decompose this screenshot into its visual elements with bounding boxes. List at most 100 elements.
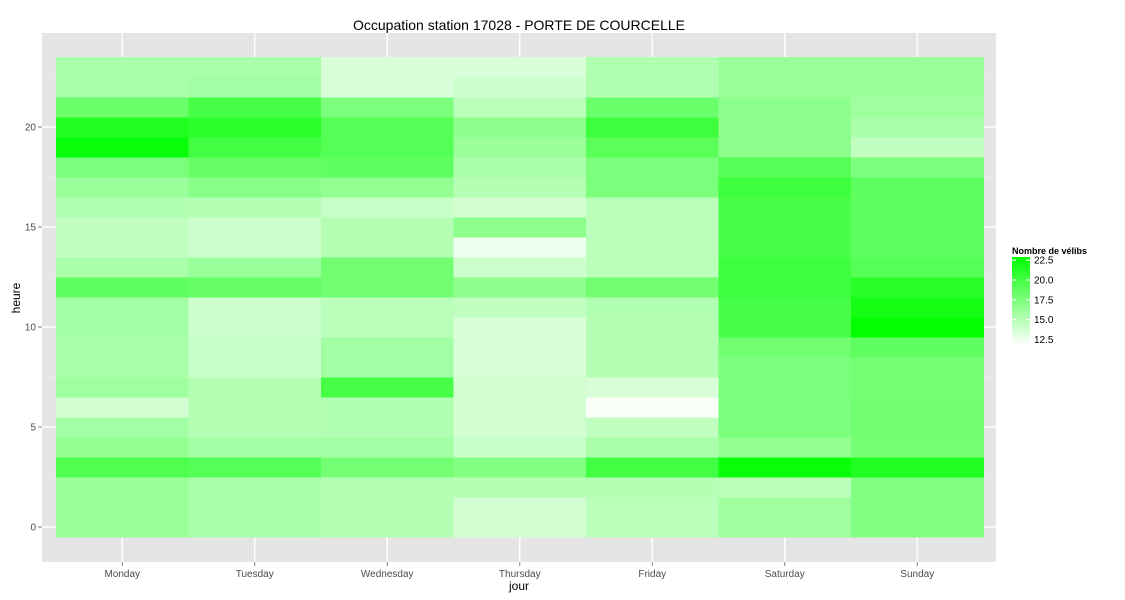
heatmap-cell xyxy=(56,317,189,338)
heatmap-cell xyxy=(56,257,189,278)
y-axis-ticks: 0 5 10 15 20 xyxy=(25,123,42,534)
heatmap-cell xyxy=(851,197,984,218)
heatmap-cell xyxy=(586,137,719,158)
heatmap-cell xyxy=(586,437,719,458)
heatmap-cell xyxy=(188,477,322,498)
heatmap-cell xyxy=(56,177,189,198)
heatmap-cell xyxy=(453,237,587,258)
heatmap-cell xyxy=(56,397,189,418)
heatmap-cell xyxy=(718,57,852,78)
heatmap-cell xyxy=(586,57,719,78)
heatmap-cell xyxy=(586,417,719,438)
heatmap-cell xyxy=(453,197,587,218)
heatmap-cell xyxy=(586,157,719,178)
heatmap-cell xyxy=(188,377,322,398)
heatmap-cell xyxy=(56,197,189,218)
heatmap-cell xyxy=(188,97,322,118)
heatmap-cell xyxy=(586,317,719,338)
heatmap-cell xyxy=(586,297,719,318)
heatmap-cell xyxy=(321,217,454,238)
heatmap-cell xyxy=(321,157,454,178)
heatmap-cell xyxy=(56,77,189,98)
heatmap-cell xyxy=(321,317,454,338)
heatmap-cell xyxy=(56,457,189,478)
heatmap-cell xyxy=(56,97,189,118)
y-tick-label: 0 xyxy=(30,523,36,534)
heatmap-cell xyxy=(188,357,322,378)
heatmap-cell xyxy=(453,397,587,418)
heatmap-cell xyxy=(453,97,587,118)
heatmap-cell xyxy=(453,177,587,198)
heatmap-cell xyxy=(453,137,587,158)
heatmap-cell xyxy=(188,257,322,278)
heatmap-cell xyxy=(321,177,454,198)
heatmap-cell xyxy=(718,377,852,398)
heatmap-cell xyxy=(321,437,454,458)
x-axis-ticks: Monday Tuesday Wednesday Thursday Friday Satu… xyxy=(104,562,934,580)
heatmap-cell xyxy=(188,277,322,298)
heatmap-cell xyxy=(851,237,984,258)
heatmap-cell xyxy=(188,57,322,78)
heatmap-cell xyxy=(851,277,984,298)
heatmap-cell xyxy=(453,377,587,398)
heatmap-cell xyxy=(321,77,454,98)
heatmap-cell xyxy=(321,97,454,118)
heatmap-cell xyxy=(718,337,852,358)
heatmap-cell xyxy=(321,117,454,138)
heatmap-cell xyxy=(188,137,322,158)
y-tick-label: 10 xyxy=(25,323,37,334)
heatmap-cell xyxy=(188,177,322,198)
heatmap-cell xyxy=(188,197,322,218)
heatmap-cell xyxy=(851,377,984,398)
heatmap-cell xyxy=(851,177,984,198)
heatmap-cell xyxy=(56,417,189,438)
heatmap-cell xyxy=(188,437,322,458)
heatmap-cell xyxy=(453,437,587,458)
heatmap-cell xyxy=(321,237,454,258)
heatmap-cell xyxy=(56,517,189,538)
y-axis-label: heure xyxy=(9,282,23,313)
heatmap-cell xyxy=(851,357,984,378)
heatmap-cell xyxy=(851,117,984,138)
heatmap-cell xyxy=(453,417,587,438)
heatmap-cell xyxy=(851,217,984,238)
legend-tick-label: 15.0 xyxy=(1034,315,1054,326)
heatmap-cell xyxy=(188,217,322,238)
x-tick-label: Monday xyxy=(104,569,140,580)
heatmap-cell xyxy=(56,477,189,498)
heatmap-cell xyxy=(321,197,454,218)
heatmap-cell xyxy=(321,457,454,478)
heatmap-cell xyxy=(56,157,189,178)
legend-colorbar xyxy=(1012,257,1030,345)
heatmap-cell xyxy=(586,337,719,358)
heatmap-cell xyxy=(56,337,189,358)
heatmap-cell xyxy=(851,437,984,458)
heatmap-cell xyxy=(321,377,454,398)
heatmap-cell xyxy=(718,177,852,198)
heatmap-cell xyxy=(851,57,984,78)
x-tick-label: Friday xyxy=(638,569,666,580)
heatmap-cell xyxy=(188,497,322,518)
heatmap-cell xyxy=(453,277,587,298)
heatmap-cell xyxy=(586,357,719,378)
heatmap-cell xyxy=(718,197,852,218)
x-axis-label: jour xyxy=(508,579,529,593)
color-legend: Nombre de vélibs 22.5 20.0 17.5 15.0 12.5 xyxy=(1012,246,1087,346)
heatmap-cell xyxy=(453,217,587,238)
heatmap-cell xyxy=(851,77,984,98)
heatmap-cell xyxy=(718,397,852,418)
x-tick-label: Tuesday xyxy=(236,569,274,580)
heatmap-cell xyxy=(188,117,322,138)
heatmap-cell xyxy=(188,237,322,258)
heatmap-cell xyxy=(851,97,984,118)
heatmap-cell xyxy=(188,157,322,178)
heatmap-cell xyxy=(321,397,454,418)
heatmap-cell xyxy=(321,137,454,158)
heatmap-cell xyxy=(718,237,852,258)
heatmap-cell xyxy=(718,417,852,438)
heatmap-cell xyxy=(586,237,719,258)
heatmap-cell xyxy=(453,77,587,98)
heatmap-cell xyxy=(453,297,587,318)
heatmap-cell xyxy=(718,157,852,178)
